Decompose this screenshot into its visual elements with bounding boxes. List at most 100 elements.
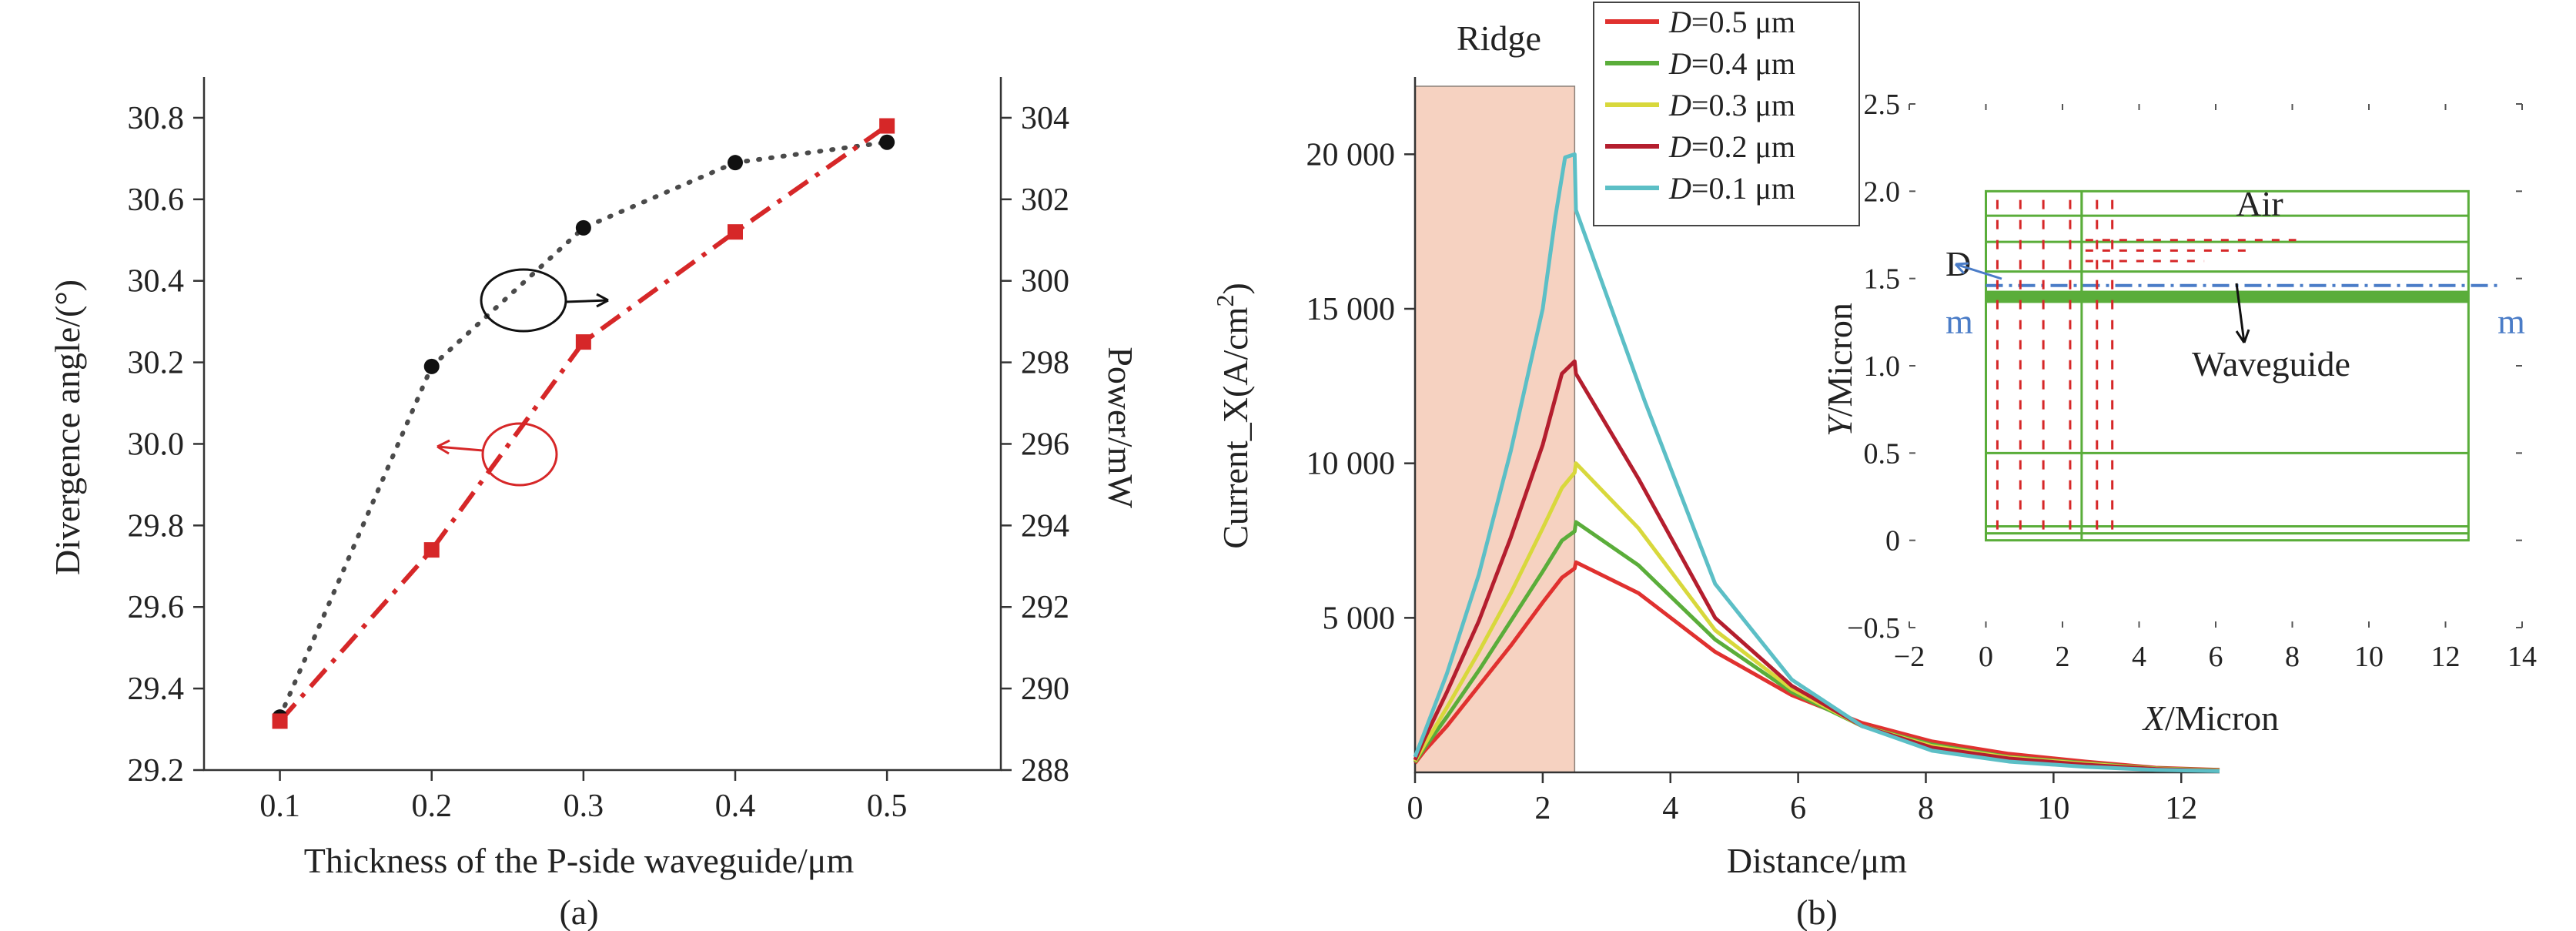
inset-ytick-label: 2.5 (1864, 89, 1901, 121)
inset-xtick-label: −2 (1894, 641, 1925, 673)
panel-b-xtick-label: 2 (1534, 791, 1551, 826)
inset-m-right: m (2497, 302, 2525, 341)
arrow-right-annotation (565, 299, 609, 303)
panel-a-y2tick-label: 296 (1021, 427, 1069, 462)
panel-b-xtick-label: 4 (1662, 791, 1678, 826)
power-point (728, 224, 743, 240)
panel-a-caption: (a) (559, 892, 598, 931)
panel-b-xtick-label: 12 (2165, 791, 2197, 826)
inset-ytick-label: 2.0 (1864, 176, 1901, 208)
legend: D=0.5 μm D=0.4 μm D=0.3 μm D=0.2 μm D=0.1 μm (1593, 2, 1860, 226)
arrow-left-annotation (437, 445, 483, 452)
inset-ytick-label: 1.0 (1864, 350, 1901, 383)
panel-a-y2tick-label: 290 (1021, 671, 1069, 707)
legend-label: D=0.3 μm (1668, 88, 1795, 122)
inset-waveguide-label: Waveguide (2192, 344, 2350, 383)
inset-xtick-label: 10 (2354, 641, 2384, 673)
panel-a-ytick-label: 29.8 (128, 508, 185, 544)
series-line-3 (1413, 359, 2220, 773)
panel-a-y2tick-label: 298 (1021, 346, 1069, 381)
panel-b-ytick-label: 10 000 (1306, 447, 1396, 482)
arrow-left-head (437, 439, 450, 455)
panel-a-y2tick-label: 302 (1021, 183, 1069, 218)
inset-ytick-label: 1.5 (1864, 263, 1901, 296)
inset-air-label: Air (2236, 184, 2283, 223)
panel-a-y2tick-label: 292 (1021, 590, 1069, 625)
ridge-label: Ridge (1457, 18, 1541, 58)
inset-m-left: m (1945, 302, 1973, 341)
panel-a-ylabel: Divergence angle/(°) (48, 280, 87, 575)
legend-label: D=0.1 μm (1668, 171, 1795, 206)
panel-a: 0.1 0.2 0.3 0.4 0.5 29.2 29.4 29.6 29.8 30.0 30.2 3… (48, 77, 1140, 931)
inset-ytick-label: −0.5 (1847, 612, 1900, 645)
panel-b-xlabel: Distance/μm (1727, 841, 1907, 880)
legend-label: D=0.2 μm (1668, 129, 1795, 164)
panel-a-y2tick-label: 294 (1021, 508, 1069, 544)
power-point (272, 713, 288, 729)
power-point (879, 118, 895, 134)
inset-xtick-label: 6 (2209, 641, 2223, 673)
inset-ytick-label: 0 (1885, 525, 1900, 558)
series-line-0 (1413, 560, 2220, 772)
panel-b-ylabel: Current_X(A/cm2) (1211, 283, 1255, 549)
panel-b-caption: (b) (1796, 892, 1838, 931)
waveguide-band (1986, 290, 2469, 303)
panel-a-ytick-label: 30.8 (128, 101, 185, 136)
inset-xlabel: X/Micron (2142, 698, 2279, 738)
panel-a-ticks: 0.1 0.2 0.3 0.4 0.5 29.2 29.4 29.6 29.8 30.0 30.2 3… (128, 101, 1070, 824)
arrow-right-head (596, 293, 609, 308)
panel-a-markers (272, 118, 895, 729)
inset-xtick-label: 4 (2132, 641, 2146, 673)
inset-waveguide-arrow (2235, 283, 2246, 343)
ellipse-annotation-red (481, 422, 558, 487)
panel-b-ticks: 0 2 4 6 8 10 12 5 000 10 000 15 000 20 000 (1306, 137, 2198, 826)
panel-a-xtick-label: 0.1 (259, 789, 300, 824)
panel-b-series (1413, 152, 2220, 773)
series-line-4 (1413, 152, 2220, 773)
divergence-point (423, 358, 440, 374)
inset-d-arrow (1955, 263, 2002, 280)
panel-a-ytick-label: 29.2 (128, 753, 185, 789)
panel-a-xlabel: Thickness of the P-side waveguide/μm (304, 841, 855, 880)
panel-a-xtick-label: 0.5 (867, 789, 908, 824)
power-line (278, 124, 888, 723)
ridge-region (1414, 85, 1576, 773)
inset-d-arrow-head (1954, 262, 1969, 275)
panel-b-ytick-label: 15 000 (1306, 292, 1396, 327)
inset-diagram: −2 0 2 4 6 8 10 12 14 −0.5 0 0.5 1.0 1.5 2.0 2.5 Air Wa… (1820, 89, 2537, 738)
panel-b-xtick-label: 10 (2037, 791, 2069, 826)
panel-a-y2tick-label: 304 (1021, 101, 1069, 136)
inset-xtick-label: 0 (1979, 641, 1993, 673)
panel-a-ytick-label: 30.4 (128, 264, 185, 300)
legend-label: D=0.5 μm (1668, 5, 1795, 39)
power-point (575, 334, 591, 350)
inset-mesh (1985, 189, 2504, 542)
panel-b-xtick-label: 8 (1918, 791, 1934, 826)
power-point (423, 542, 440, 558)
panel-b: Ridge 0 2 4 6 8 10 12 5 000 10 000 15 000 20 000 D… (1211, 2, 2537, 931)
legend-items: D=0.5 μm D=0.4 μm D=0.3 μm D=0.2 μm D=0.1 μm (1605, 5, 1795, 206)
inset-current-arrows (1996, 199, 2297, 532)
panel-b-ytick-label: 20 000 (1306, 137, 1396, 172)
inset-xtick-label: 2 (2056, 641, 2070, 673)
panel-b-xtick-label: 6 (1790, 791, 1806, 826)
inset-ticks: −2 0 2 4 6 8 10 12 14 −0.5 0 0.5 1.0 1.5 2.0 2.5 (1847, 89, 2537, 673)
panel-a-y2tick-label: 288 (1021, 753, 1069, 789)
panel-a-xtick-label: 0.2 (411, 789, 452, 824)
panel-a-y2label: Power/mW (1101, 347, 1140, 508)
panel-a-xtick-label: 0.3 (564, 789, 604, 824)
mesh-outline (1985, 189, 2470, 542)
divergence-angle-line (277, 139, 890, 720)
inset-ylabel: Y/Micron (1820, 303, 1859, 437)
inset-xtick-label: 12 (2431, 641, 2461, 673)
panel-a-ytick-label: 30.0 (128, 427, 185, 462)
panel-a-axes (202, 77, 1002, 772)
inset-ytick-label: 0.5 (1864, 437, 1901, 470)
panel-a-y2tick-label: 300 (1021, 264, 1069, 300)
panel-a-ytick-label: 29.4 (128, 671, 185, 707)
panel-a-ytick-label: 29.6 (128, 590, 185, 625)
panel-a-ytick-label: 30.6 (128, 183, 185, 218)
inset-xtick-label: 14 (2507, 641, 2537, 673)
legend-label: D=0.4 μm (1668, 46, 1795, 81)
inset-xtick-label: 8 (2285, 641, 2300, 673)
